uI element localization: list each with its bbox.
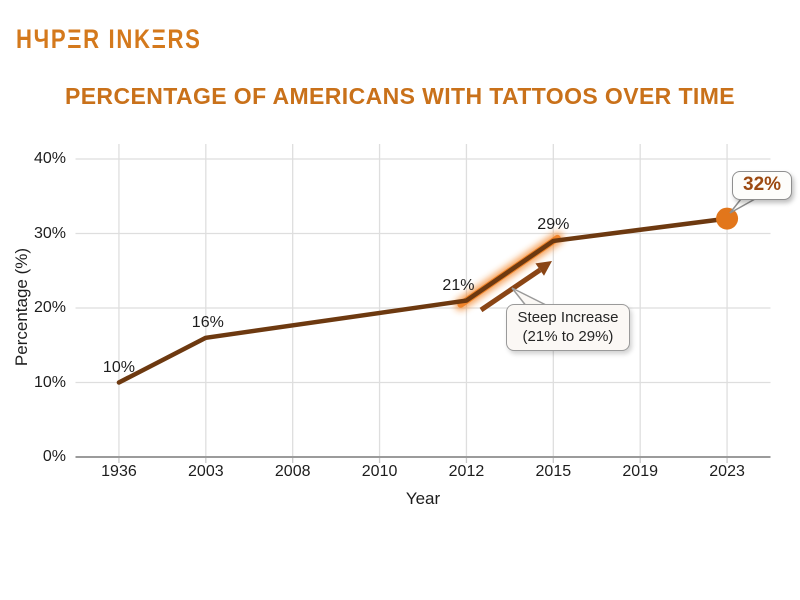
data-label: 29% [537, 215, 570, 233]
annotation-final-value-callout: 32% [732, 171, 793, 200]
x-tick-label: 2023 [709, 463, 745, 480]
annotation-steep-line2: (21% to 29%) [522, 328, 614, 345]
y-axis-title: Percentage (%) [12, 247, 31, 367]
page-title: PERCENTAGE OF AMERICANS WITH TATTOOS OVE… [64, 83, 736, 109]
brand-logo: HЧPΞR INKΞRS [16, 24, 202, 54]
y-tick-label: 30% [33, 224, 66, 242]
annotation-steep-line1: Steep Increase [517, 309, 619, 326]
y-tick-label: 20% [33, 299, 66, 316]
x-tick-label: 2003 [188, 463, 224, 480]
data-label: 16% [191, 313, 224, 331]
x-tick-label: 2012 [448, 463, 485, 480]
y-tick-label: 0% [42, 448, 66, 465]
x-axis-title: Year [405, 489, 441, 508]
x-tick-label: 1936 [101, 463, 137, 480]
data-label: 10% [102, 358, 135, 376]
y-tick-label: 10% [33, 373, 66, 391]
x-tick-label: 2008 [274, 463, 311, 480]
x-tick-label: 2015 [535, 463, 572, 480]
annotation-steep-increase-callout: Steep Increase (21% to 29%) [506, 304, 630, 351]
data-label: 21% [442, 276, 475, 294]
y-tick-label: 40% [33, 150, 66, 167]
x-tick-label: 2019 [622, 463, 658, 480]
x-tick-label: 2010 [361, 463, 398, 480]
